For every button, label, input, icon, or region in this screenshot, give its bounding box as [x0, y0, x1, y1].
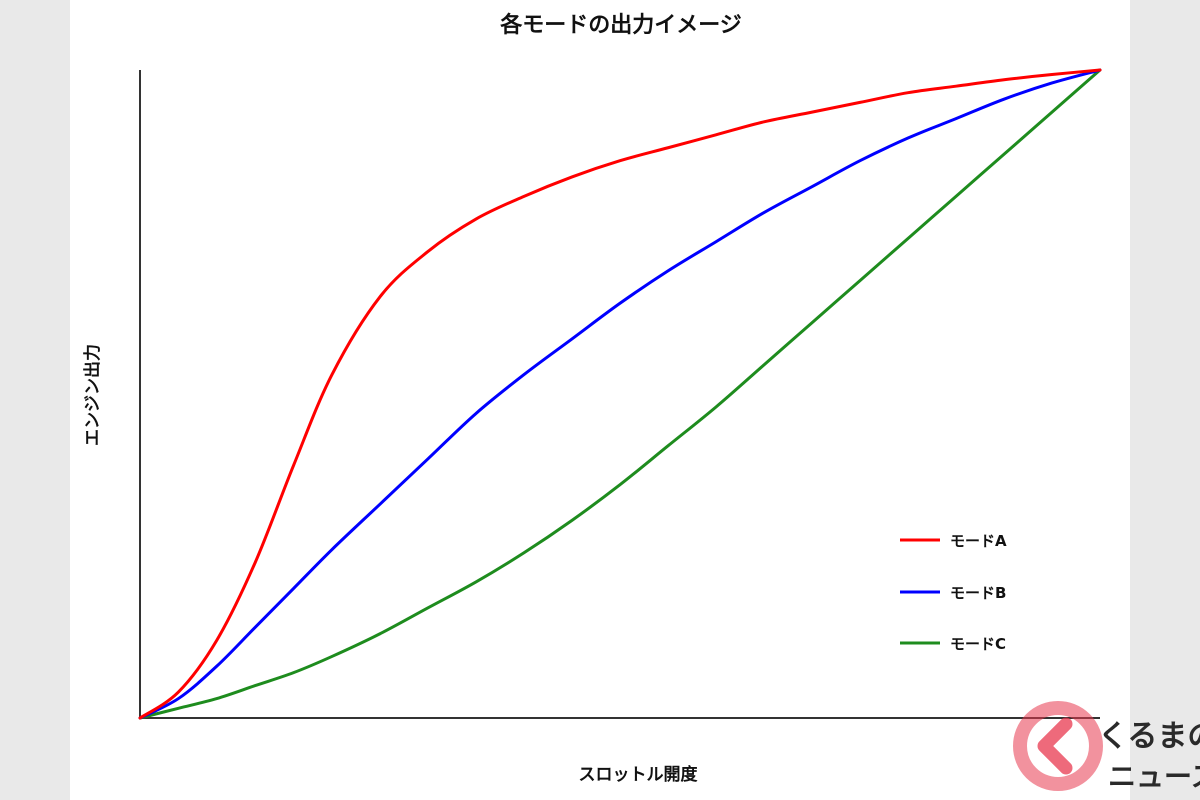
series-line-mode-a — [138, 68, 1102, 720]
series-line-mode-b — [138, 68, 1102, 720]
brand-text-bottom: ニュース — [1108, 760, 1200, 793]
legend-label-mode-b: モードB — [950, 584, 1006, 602]
line-chart: 各モードの出力イメージ スロットル開度 エンジン出力 モードA モードB モード… — [82, 12, 1102, 785]
legend: モードA モードB モードC — [900, 532, 1007, 653]
chart-title: 各モードの出力イメージ — [499, 12, 742, 38]
series-layer — [138, 68, 1102, 720]
brand-watermark: くるまの ニュース — [1013, 701, 1200, 793]
legend-label-mode-c: モードC — [950, 635, 1006, 653]
legend-label-mode-a: モードA — [950, 532, 1007, 550]
brand-text-top: くるまの — [1098, 719, 1200, 754]
x-axis-label: スロットル開度 — [579, 764, 699, 785]
chevron-left-icon — [1037, 717, 1073, 775]
y-axis-label: エンジン出力 — [82, 344, 103, 446]
chart-panel: 各モードの出力イメージ スロットル開度 エンジン出力 モードA モードB モード… — [70, 0, 1130, 800]
brand-logo-ring — [1013, 701, 1103, 791]
series-line-mode-c — [138, 68, 1102, 720]
